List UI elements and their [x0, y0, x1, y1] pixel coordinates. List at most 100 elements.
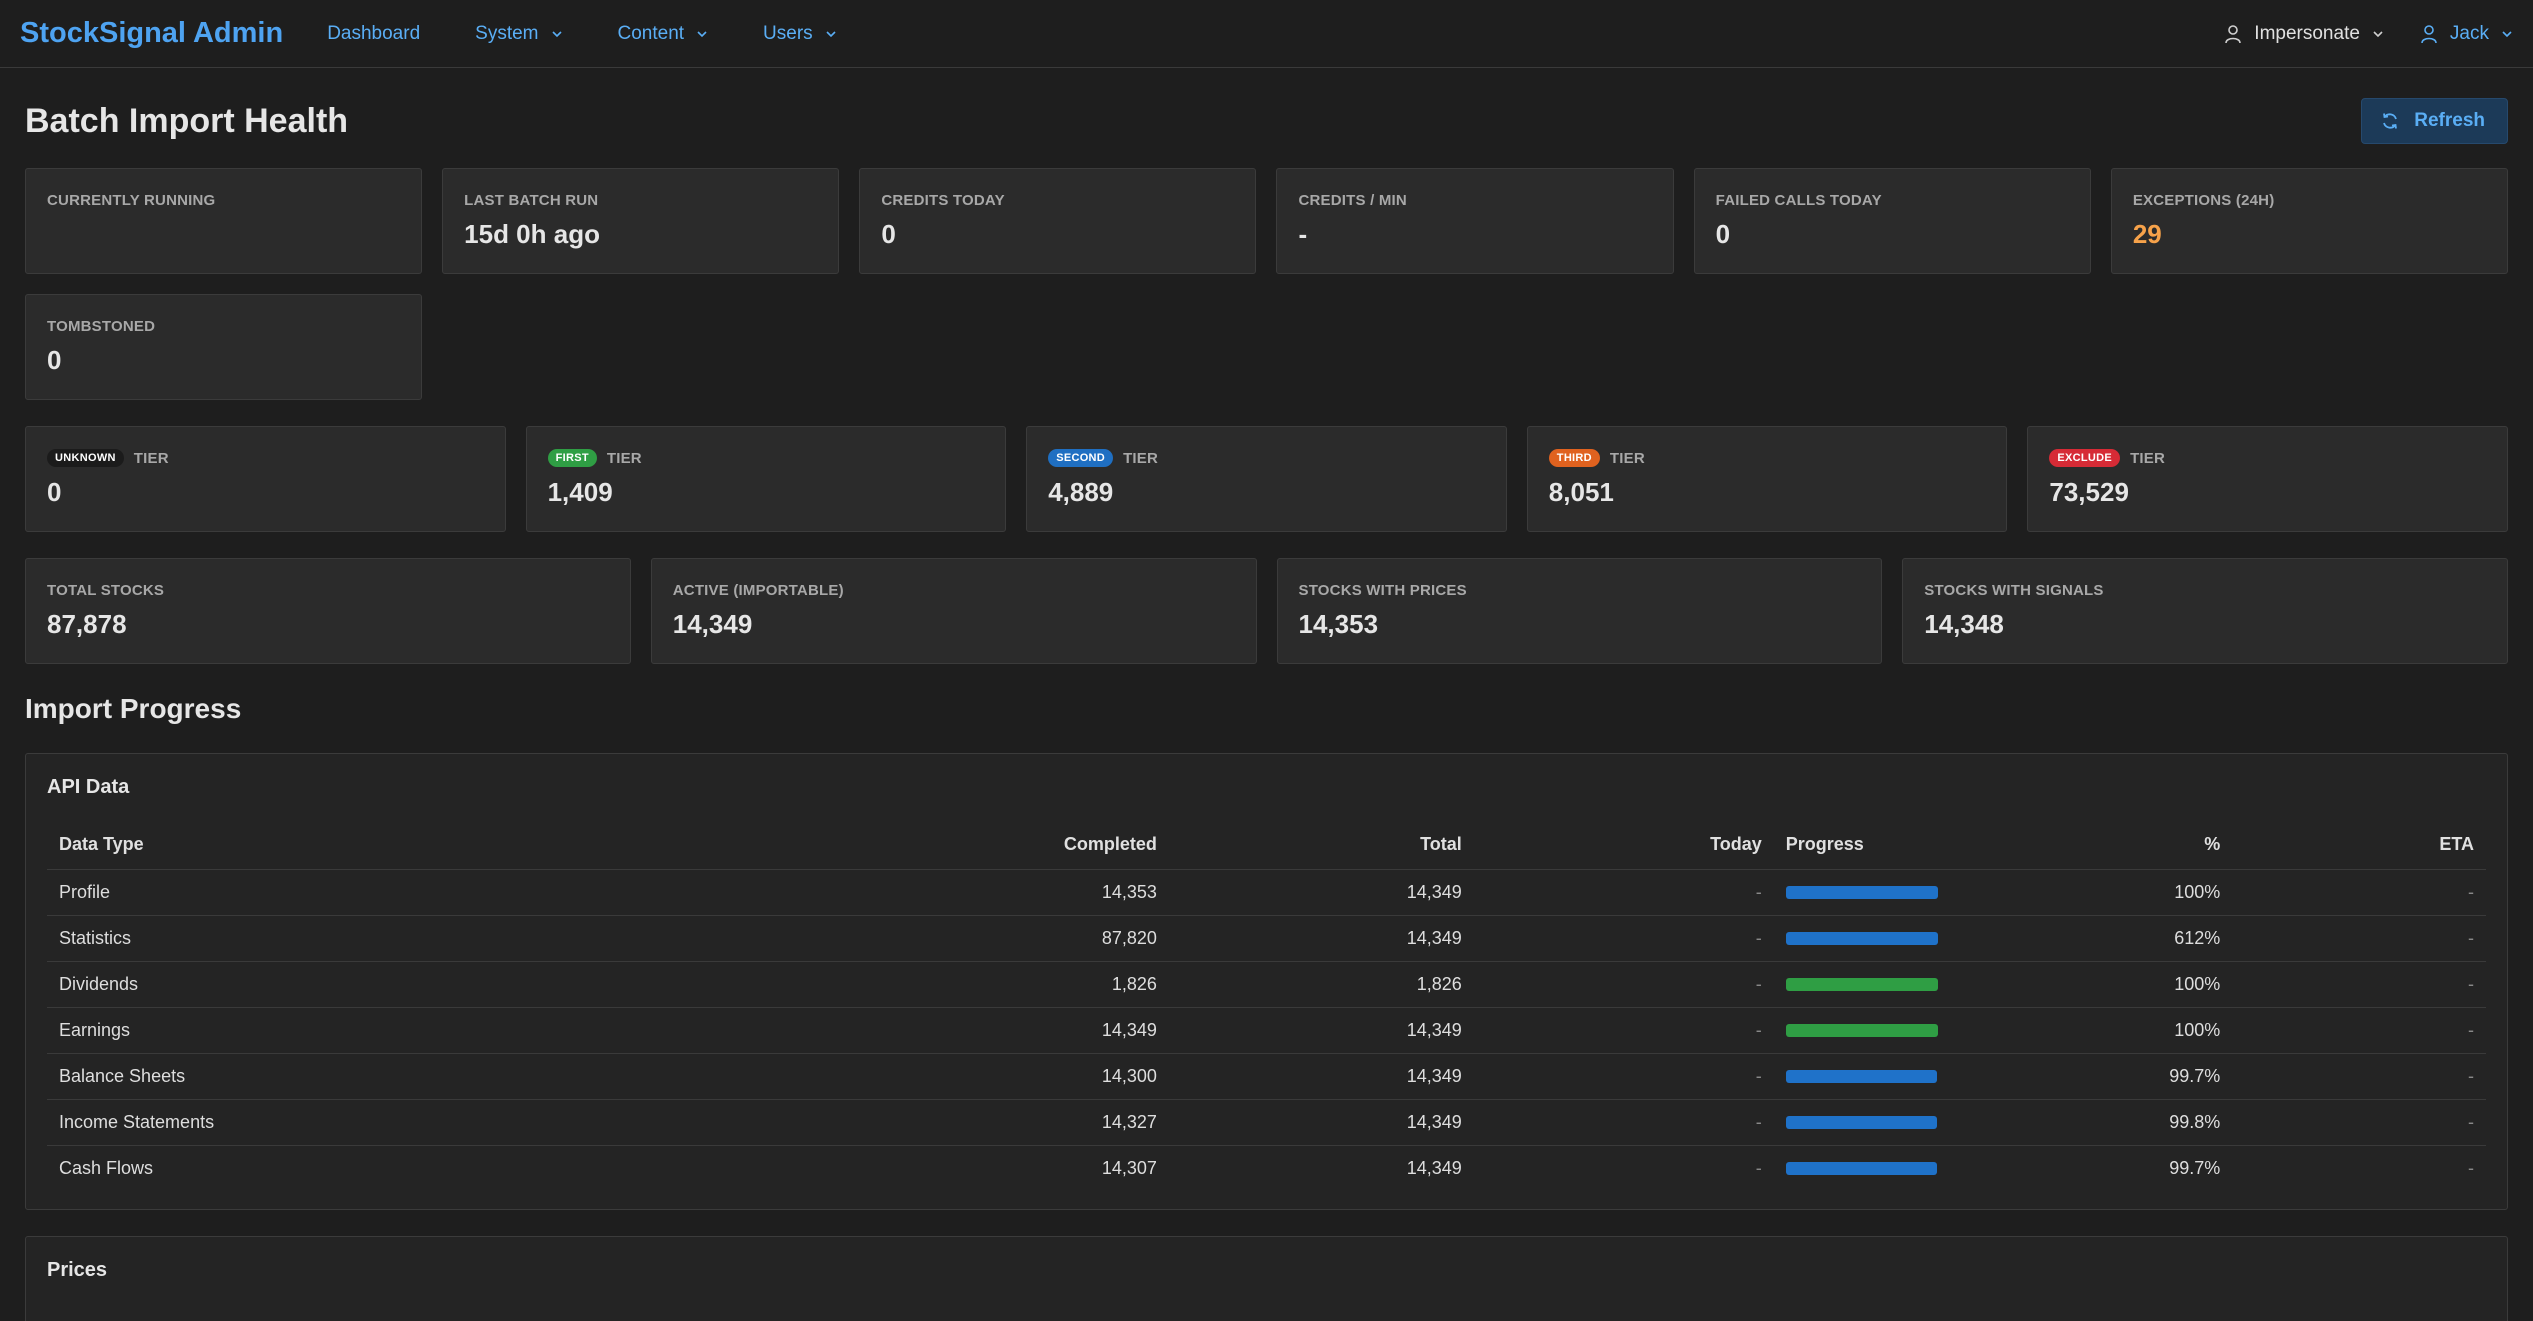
cell-today: - — [1473, 1144, 1774, 1191]
impersonate-dropdown[interactable]: Impersonate — [2224, 23, 2384, 45]
table-row: Dividends 1,826 1,826-100% - — [47, 960, 2486, 1007]
refresh-label: Refresh — [2414, 110, 2485, 131]
api-data-title: API Data — [47, 776, 130, 798]
stat-value: 87,878 — [47, 609, 127, 639]
stocks-with-prices-card: Stocks With Prices 14,353 — [1276, 558, 1883, 664]
stat-value: 0 — [47, 477, 62, 507]
stat-value: 29 — [2132, 219, 2162, 249]
active-importable-card: Active (Importable) 14,349 — [650, 558, 1257, 664]
stat-label: EXCLUDE TIER — [2049, 447, 2486, 469]
stat-label: Last Batch Run — [464, 191, 599, 209]
stat-value: 0 — [47, 345, 62, 375]
tier-label: TIER — [1123, 449, 1159, 467]
cell-eta: - — [2232, 1052, 2486, 1099]
col-today: Today — [1710, 834, 1762, 855]
stat-value: 14,349 — [672, 609, 753, 639]
cell-completed: 1,826 — [705, 960, 1169, 1007]
progress-bar — [1785, 1115, 1938, 1129]
nav-dashboard-label: Dashboard — [327, 22, 421, 44]
cell-eta: - — [2232, 1098, 2486, 1145]
cell-data-type: Balance Sheets — [47, 1052, 706, 1099]
nav-users[interactable]: Users — [763, 23, 837, 45]
progress-bar — [1785, 931, 1938, 945]
cell-pct: 100% — [2042, 960, 2233, 1007]
table-row: Balance Sheets 14,300 14,349-99.7% - — [47, 1052, 2486, 1099]
stat-label: Exceptions (24H) — [2132, 191, 2275, 209]
cell-data-type: Cash Flows — [47, 1144, 706, 1191]
cell-today: - — [1473, 914, 1774, 961]
failed-calls-today-card: Failed Calls Today 0 — [1693, 168, 2091, 274]
cell-completed: 87,820 — [705, 914, 1169, 961]
tier-badge-unknown: UNKNOWN — [47, 449, 124, 467]
cell-progress — [1773, 1006, 2043, 1053]
cell-eta: - — [2232, 1006, 2486, 1053]
brand-logo[interactable]: StockSignal Admin — [20, 17, 284, 49]
stat-label: Total Stocks — [47, 581, 165, 599]
cell-today: - — [1473, 1006, 1774, 1053]
last-batch-run-card: Last Batch Run 15d 0h ago — [442, 168, 840, 274]
tier-second-card: SECOND TIER 4,889 — [1026, 426, 1507, 532]
tier-label: TIER — [606, 449, 642, 467]
nav-dashboard[interactable]: Dashboard — [327, 23, 420, 45]
cell-progress — [1773, 960, 2043, 1007]
progress-track — [1785, 885, 1938, 899]
tier-exclude-card: EXCLUDE TIER 73,529 — [2027, 426, 2508, 532]
col-completed: Completed — [1063, 834, 1157, 855]
tier-third-card: THIRD TIER 8,051 — [1526, 426, 2008, 532]
table-row: Statistics 87,820 14,349-612% - — [47, 914, 2486, 961]
user-menu[interactable]: Jack — [2420, 23, 2513, 45]
tier-label: TIER — [133, 449, 169, 467]
col-total: Total — [1420, 834, 1462, 855]
cell-completed: 14,300 — [705, 1052, 1169, 1099]
table-row: Earnings 14,349 14,349-100% - — [47, 1006, 2486, 1053]
cell-data-type: Dividends — [47, 960, 706, 1007]
tier-first-card: FIRST TIER 1,409 — [525, 426, 1007, 532]
cell-progress — [1773, 1098, 2043, 1145]
cell-completed: 14,349 — [705, 1006, 1169, 1053]
stat-value: 0 — [881, 219, 896, 249]
stat-value: 8,051 — [1548, 477, 1614, 507]
chevron-down-icon — [551, 30, 562, 37]
progress-track — [1785, 1161, 1938, 1175]
totals-cards-row: Total Stocks 87,878 Active (Importable) … — [25, 558, 2508, 664]
cell-total: 14,349 — [1168, 1098, 1474, 1145]
cell-completed: 14,353 — [705, 868, 1169, 915]
stat-value: - — [1298, 219, 1308, 249]
cell-eta: - — [2232, 914, 2486, 961]
tier-label: TIER — [1609, 449, 1645, 467]
table-header-row: Data Type Completed Total Today Progress… — [47, 821, 2486, 869]
progress-bar — [1785, 1069, 1938, 1083]
nav-users-label: Users — [763, 22, 813, 44]
cell-progress — [1773, 1144, 2043, 1191]
stat-label: THIRD TIER — [1548, 447, 1986, 469]
stat-value: 15d 0h ago — [464, 219, 600, 249]
prices-title: Prices — [47, 1259, 108, 1281]
tombstoned-card: Tombstoned 0 — [25, 294, 423, 400]
cell-pct: 99.7% — [2042, 1052, 2233, 1099]
nav-content[interactable]: Content — [618, 23, 709, 45]
credits-per-min-card: Credits / Min - — [1276, 168, 1674, 274]
stat-label: Stocks With Prices — [1298, 581, 1467, 599]
cell-today: - — [1473, 868, 1774, 915]
status-cards-row: Currently Running Last Batch Run 15d 0h … — [25, 168, 2508, 274]
cell-progress — [1773, 1052, 2043, 1099]
cell-completed: 14,327 — [705, 1098, 1169, 1145]
cell-total: 1,826 — [1168, 960, 1474, 1007]
user-name: Jack — [2449, 22, 2489, 44]
cell-total: 14,349 — [1168, 914, 1474, 961]
api-data-table: Data Type Completed Total Today Progress… — [47, 821, 2486, 1191]
nav-right-group: Impersonate Jack — [2188, 23, 2513, 45]
top-navbar: StockSignal Admin Dashboard System Conte… — [0, 0, 2533, 68]
stat-value: 73,529 — [2049, 477, 2129, 507]
currently-running-card: Currently Running — [25, 168, 423, 274]
cell-total: 14,349 — [1168, 1052, 1474, 1099]
cell-pct: 100% — [2042, 1006, 2233, 1053]
nav-system[interactable]: System — [475, 23, 562, 45]
stat-value: 0 — [1715, 219, 1731, 249]
progress-track — [1785, 931, 1938, 945]
progress-bar — [1785, 1023, 1938, 1037]
progress-bar — [1785, 977, 1938, 991]
refresh-button[interactable]: Refresh — [2361, 98, 2508, 144]
stat-value: 14,353 — [1298, 609, 1379, 639]
impersonate-label: Impersonate — [2254, 22, 2360, 44]
